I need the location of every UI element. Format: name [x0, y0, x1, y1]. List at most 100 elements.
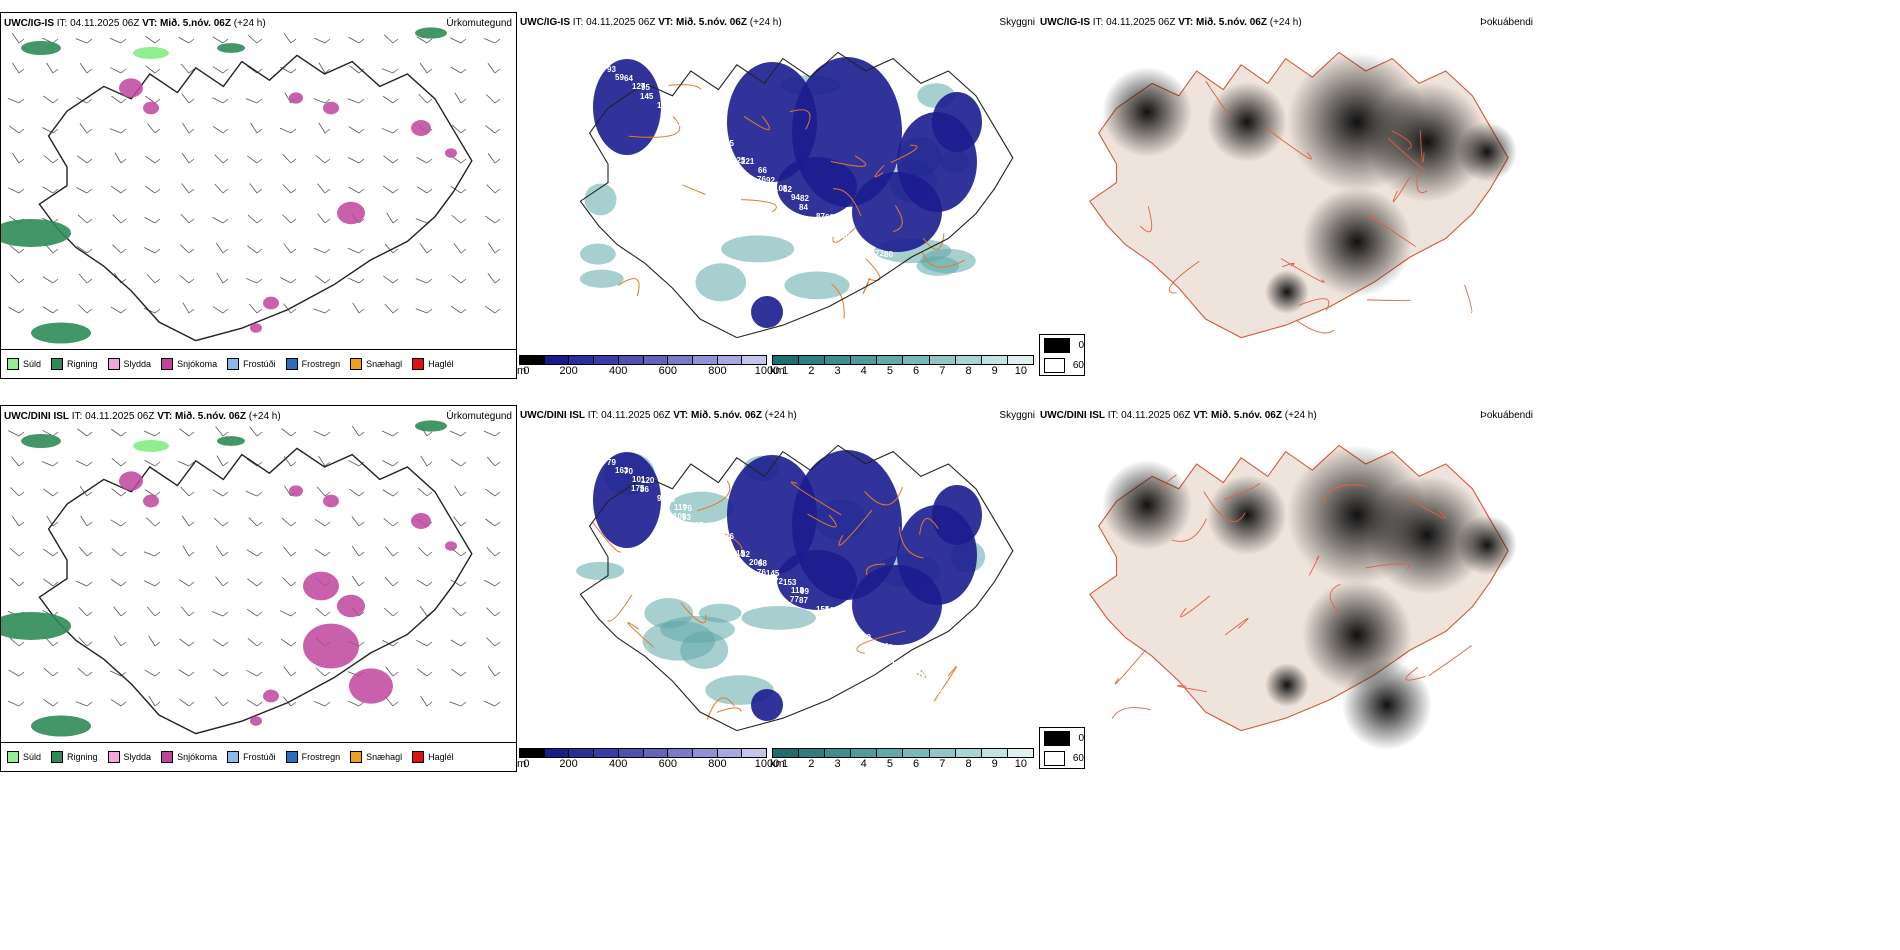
- visibility-colorbar: 1 2 3 4 5 6 7 8 9 10 km: [770, 748, 1034, 772]
- wind-barb: [487, 153, 501, 164]
- wind-barb: [419, 243, 433, 254]
- wind-barb: [245, 277, 263, 284]
- wind-barb: [216, 455, 229, 467]
- wind-barb: [46, 62, 59, 74]
- snow-area: [445, 541, 457, 551]
- wind-barb: [79, 62, 93, 74]
- wind-barb: [144, 580, 161, 587]
- legend-item: Haglél: [412, 751, 454, 763]
- wind-barb: [349, 488, 365, 497]
- road: [856, 630, 906, 654]
- fog-area: [1342, 660, 1432, 750]
- wind-barb: [383, 607, 399, 617]
- cloud-base-label: 113: [900, 268, 913, 277]
- colorbar-segment: [594, 356, 619, 364]
- road: [789, 109, 811, 130]
- wind-barb: [146, 517, 161, 527]
- fog-map: [1089, 444, 1517, 750]
- legend-label: Haglél: [428, 359, 454, 369]
- road: [1416, 170, 1428, 193]
- wind-barb: [109, 37, 127, 44]
- cloud-base-label: 120: [641, 476, 655, 485]
- road: [1114, 649, 1147, 685]
- colorbar-segment: [773, 749, 800, 757]
- road: [1366, 214, 1416, 247]
- wind-barb: [143, 430, 161, 437]
- model-name: UWC/IG-IS: [4, 18, 54, 29]
- colorbar-tick: 2: [808, 758, 815, 770]
- cloud-base-label: 80: [884, 250, 893, 259]
- visibility-area: [669, 491, 734, 524]
- wind-barb: [282, 154, 297, 164]
- precip-type-panel: UWC/DINI ISL IT: 04.11.2025 06Z VT: Mið.…: [0, 405, 517, 772]
- cloud-base-label: 95: [841, 624, 850, 633]
- panel-variable-label: Úrkomutegund: [446, 411, 512, 422]
- cloud-base-label: 77: [790, 595, 799, 604]
- wind-barb: [111, 488, 127, 497]
- wind-barb: [484, 305, 501, 314]
- wind-barb: [8, 669, 25, 677]
- cloud-base-label: 76: [757, 568, 766, 577]
- cloud-base-label: 72: [774, 577, 783, 586]
- legend-label: Súld: [23, 359, 42, 369]
- wind-barb: [11, 456, 25, 467]
- colorbar-segment: [955, 356, 982, 364]
- rain-area: [1, 612, 71, 640]
- legend-swatch: [285, 751, 298, 763]
- wind-barb: [181, 183, 195, 194]
- cloud-base-label: 86: [640, 485, 649, 494]
- wind-barb: [450, 66, 467, 74]
- snow-area: [263, 689, 279, 703]
- visibility-area: [660, 615, 735, 643]
- cloud-base-label: 81: [883, 259, 892, 268]
- wind-barb: [112, 214, 127, 224]
- road: [1180, 595, 1211, 618]
- wind-barb: [483, 37, 501, 44]
- colorbar-segment: [544, 356, 570, 364]
- cloud-base-label: 81: [716, 138, 725, 147]
- road: [1111, 707, 1151, 720]
- legend-swatch: [161, 751, 174, 763]
- wind-barb: [216, 242, 229, 254]
- wind-barb: [145, 95, 161, 104]
- wind-barb: [318, 455, 331, 467]
- wind-barb: [281, 428, 297, 437]
- legend-swatch: [350, 751, 363, 763]
- snow-area: [263, 296, 279, 310]
- cloud-base-area: [777, 157, 857, 217]
- road: [1387, 137, 1426, 172]
- wind-barb: [318, 62, 331, 74]
- wind-barb: [181, 515, 195, 527]
- wind-barb: [315, 155, 331, 164]
- wind-barb: [12, 62, 25, 74]
- road: [716, 707, 742, 713]
- rain-area: [217, 43, 245, 53]
- colorbar-tick: 0: [523, 365, 530, 377]
- road: [1171, 518, 1207, 542]
- cloud-base-label: 108: [774, 184, 788, 193]
- colorbar-segment: [544, 749, 570, 757]
- colorbar-segment: [717, 749, 743, 757]
- colorbar-tick: 7: [939, 758, 946, 770]
- road: [1266, 127, 1312, 160]
- wind-barb: [110, 306, 127, 314]
- cloud-visibility-panel: UWC/DINI ISL IT: 04.11.2025 06Z VT: Mið.…: [517, 405, 1037, 772]
- road: [919, 518, 939, 535]
- legend-label: Snjókoma: [177, 359, 218, 369]
- wind-barb: [348, 36, 365, 44]
- wind-barb: [283, 696, 297, 707]
- cloud-base-label: 76: [725, 532, 734, 541]
- title-part: 04.11.2025 06Z: [85, 411, 155, 422]
- wind-barb: [110, 519, 127, 527]
- wind-barb: [450, 639, 467, 647]
- rain-area: [21, 41, 61, 55]
- colorbar-tick: 200: [559, 365, 578, 377]
- wind-barb: [451, 668, 467, 677]
- road: [830, 155, 867, 167]
- wind-barb: [178, 579, 195, 587]
- colorbar-tick: 1000: [754, 365, 780, 377]
- wind-barb: [347, 247, 365, 254]
- legend-label: Frostregn: [301, 752, 341, 762]
- visibility-area: [576, 561, 625, 580]
- wind-barb: [9, 577, 25, 587]
